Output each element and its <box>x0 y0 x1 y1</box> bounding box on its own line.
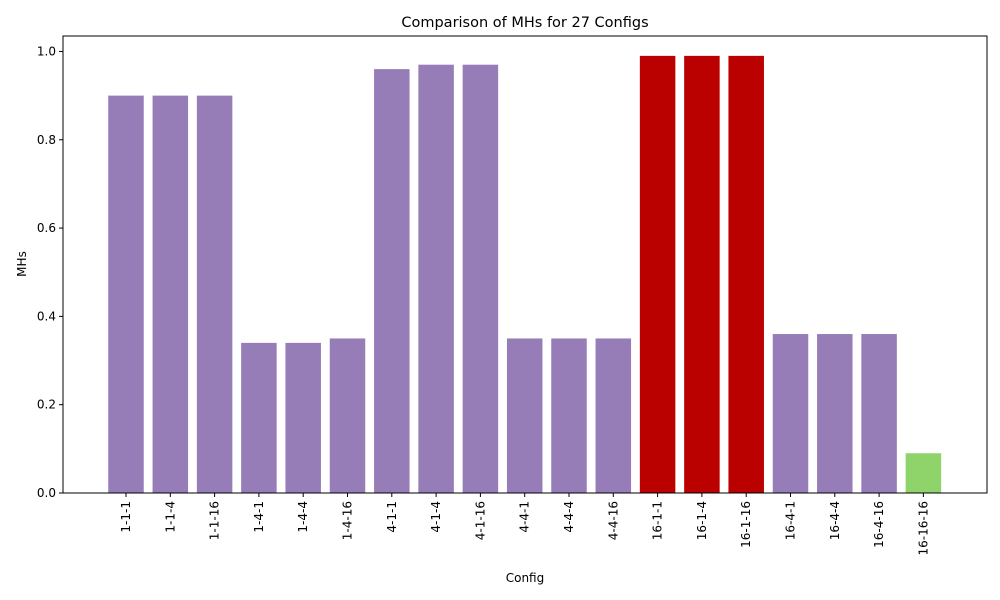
x-tick-label: 1-1-1 <box>119 501 133 533</box>
y-tick-label: 0.8 <box>37 133 56 147</box>
y-tick-label: 0.4 <box>37 309 56 323</box>
x-tick-label: 4-4-4 <box>562 501 576 533</box>
bar-16-4-1 <box>772 334 809 493</box>
bar-16-16-16 <box>905 453 942 493</box>
bar-1-1-4 <box>152 95 189 493</box>
y-tick-label: 0.6 <box>37 221 56 235</box>
bar-1-4-16 <box>329 338 366 493</box>
plot-frame <box>62 35 988 494</box>
y-tick-label: 0.2 <box>37 398 56 412</box>
x-tick-label: 1-1-16 <box>208 501 222 540</box>
bar-16-1-16 <box>728 55 764 493</box>
y-tick-label: 0.0 <box>37 486 56 500</box>
y-axis-label: MHs <box>15 251 29 277</box>
x-axis-label: Config <box>506 571 545 585</box>
bar-4-1-1 <box>374 69 410 494</box>
x-tick-label: 4-1-4 <box>429 501 443 533</box>
bar-4-1-16 <box>462 64 499 493</box>
bar-1-1-1 <box>108 95 144 493</box>
bar-16-1-4 <box>684 55 720 493</box>
bar-4-4-16 <box>595 338 632 493</box>
x-tick-label: 16-1-1 <box>651 501 665 540</box>
x-tick-label: 4-4-16 <box>606 501 620 540</box>
x-tick-label: 16-1-4 <box>695 501 709 540</box>
x-tick-label: 4-1-1 <box>385 501 399 533</box>
x-tick-label: 1-4-4 <box>296 501 310 533</box>
bar-16-1-1 <box>639 55 676 493</box>
x-tick-label: 16-4-4 <box>828 501 842 540</box>
bar-4-1-4 <box>418 64 454 493</box>
bar-4-4-4 <box>551 338 587 493</box>
bars-group <box>108 55 942 494</box>
x-tick-label: 16-1-16 <box>739 501 753 548</box>
x-tick-label: 16-4-16 <box>872 501 886 548</box>
bar-4-4-1 <box>506 338 543 493</box>
bar-1-1-16 <box>196 95 233 493</box>
x-tick-label: 16-4-1 <box>784 501 798 540</box>
x-tick-label: 4-4-1 <box>518 501 532 533</box>
x-ticks: 1-1-1 1-1-4 1-1-16 1-4-1 1-4-4 1-4-16 4-1-1 4-1… <box>119 493 930 555</box>
x-tick-label: 16-16-16 <box>916 501 930 555</box>
x-tick-label: 1-1-4 <box>163 501 177 533</box>
bar-1-4-4 <box>285 342 321 493</box>
y-tick-label: 1.0 <box>37 44 56 58</box>
chart-title: Comparison of MHs for 27 Configs <box>401 15 648 31</box>
bar-16-4-4 <box>817 334 853 493</box>
bar-16-4-16 <box>861 334 897 493</box>
y-ticks: 0.0 0.2 0.4 0.6 0.8 1.0 <box>37 44 63 500</box>
x-tick-label: 1-4-1 <box>252 501 266 533</box>
bar-1-4-1 <box>241 342 277 493</box>
x-tick-label: 4-1-16 <box>473 501 487 540</box>
x-tick-label: 1-4-16 <box>341 501 355 540</box>
